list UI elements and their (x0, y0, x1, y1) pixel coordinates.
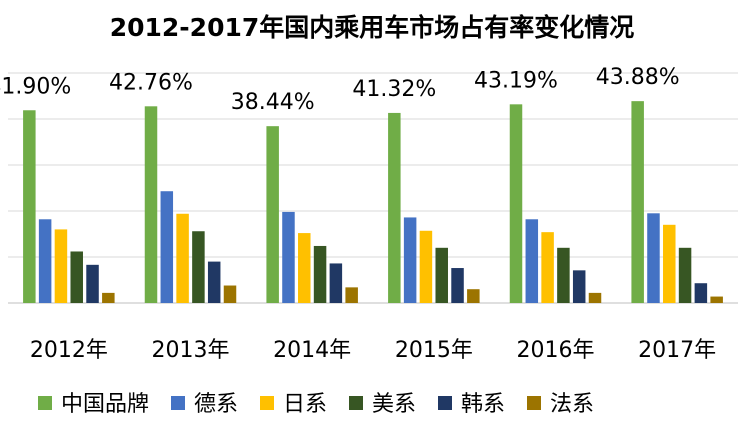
bar (207, 261, 221, 303)
bar (70, 251, 83, 303)
legend-label: 美系 (372, 392, 416, 417)
bar (192, 231, 205, 303)
bar (23, 110, 36, 303)
bars (23, 101, 723, 304)
bar (663, 224, 676, 303)
legend-item: 法系 (527, 392, 594, 417)
bar (313, 245, 327, 303)
bar (266, 126, 279, 304)
legend-label: 韩系 (461, 392, 505, 417)
bar (102, 292, 115, 303)
bar (298, 233, 311, 303)
bar (557, 247, 570, 303)
legend-swatch (38, 396, 52, 410)
legend-label: 中国品牌 (61, 392, 149, 417)
bar (223, 285, 237, 303)
legend-label: 法系 (550, 392, 594, 417)
bar (710, 296, 723, 303)
legend-item: 德系 (171, 392, 238, 417)
bar (694, 283, 708, 303)
bar (572, 270, 586, 303)
bar (419, 230, 433, 303)
legend-swatch (527, 396, 541, 410)
legend-label: 德系 (194, 392, 238, 417)
x-tick-label: 2012年 (30, 338, 108, 363)
legend-item: 日系 (260, 392, 327, 417)
legend-swatch (260, 396, 274, 410)
data-label: 42.76% (109, 70, 193, 95)
data-labels: 41.90% 42.76% 38.44% 41.32% 43.19% 43.88% (0, 65, 680, 115)
legend-swatch (171, 396, 185, 410)
bar (525, 219, 539, 303)
bar (329, 263, 343, 303)
legend-item: 美系 (349, 392, 416, 417)
data-label: 43.88% (596, 65, 680, 90)
bar (54, 229, 68, 303)
data-label: 41.32% (352, 77, 436, 102)
bar (403, 217, 417, 303)
legend-item: 韩系 (438, 392, 505, 417)
bar (631, 101, 644, 303)
chart-title: 2012-2017年国内乘用车市场占有率变化情况 (110, 13, 635, 42)
bar (588, 292, 602, 303)
bar (388, 112, 401, 303)
bar (467, 289, 480, 303)
bar (435, 247, 448, 303)
x-tick-label: 2014年 (273, 338, 351, 363)
bar (160, 191, 174, 303)
x-tick-label: 2016年 (517, 338, 595, 363)
bar (678, 247, 692, 303)
data-label: 41.90% (0, 74, 71, 99)
bar (282, 211, 295, 303)
bar (38, 219, 52, 303)
x-tick-label: 2013年 (152, 338, 230, 363)
grid (8, 72, 738, 304)
legend-label: 日系 (283, 392, 327, 417)
bar (176, 213, 189, 303)
bar (345, 287, 358, 303)
x-axis-ticks: 2012年 2013年 2014年 2015年 2016年 2017年 (30, 338, 716, 363)
legend: 中国品牌 德系 日系 美系 韩系 法系 (38, 392, 594, 417)
x-tick-label: 2017年 (638, 338, 716, 363)
x-tick-label: 2015年 (395, 338, 473, 363)
data-label: 43.19% (474, 68, 558, 93)
bar (647, 213, 660, 303)
legend-swatch (438, 396, 452, 410)
legend-swatch (349, 396, 363, 410)
legend-item: 中国品牌 (38, 392, 149, 417)
bar (144, 106, 158, 303)
bar (451, 268, 464, 303)
bar (541, 232, 554, 303)
bar (86, 264, 99, 303)
data-label: 38.44% (231, 90, 315, 115)
bar (509, 104, 523, 304)
